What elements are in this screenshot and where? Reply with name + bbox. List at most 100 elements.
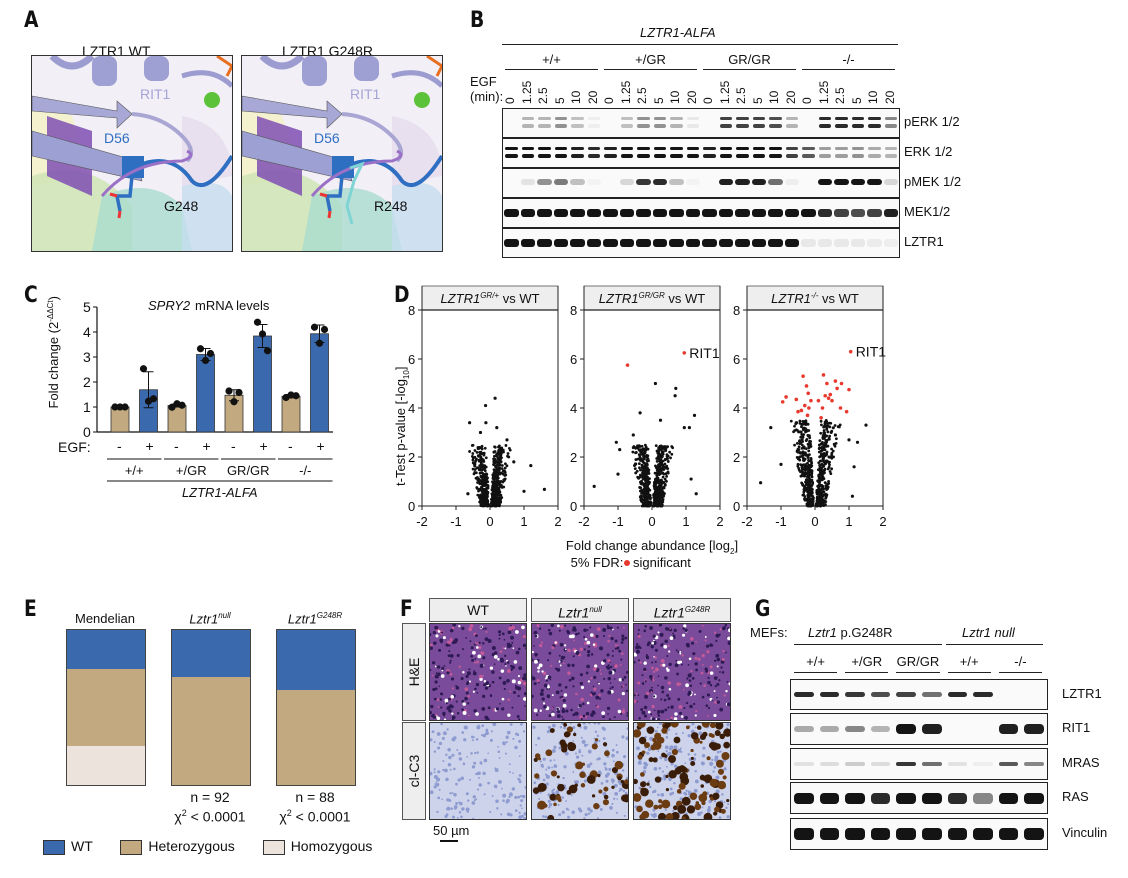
band [554,154,567,158]
cell [556,707,559,711]
cell [587,653,590,657]
band [637,124,650,128]
cell [667,644,670,647]
cell [654,656,657,659]
significant-point [794,397,799,402]
protein-point [484,487,488,491]
apoptotic-cell [702,791,708,797]
cell [586,650,591,654]
protein-point [639,494,643,498]
cell [511,787,516,791]
apoptotic-cell [678,782,686,790]
cell [684,762,687,765]
cell [620,641,624,644]
cell [482,656,486,660]
band [670,124,683,128]
apoptotic-cell [712,792,720,800]
band [587,179,602,185]
cell [524,786,526,789]
cell [654,660,657,663]
cell [518,774,522,777]
apoptotic-cell [677,804,687,814]
protein-point [479,497,483,501]
protein-point [652,496,656,499]
protein-point [823,443,827,447]
he-stain-image [531,623,629,721]
cell [607,664,610,667]
cell [680,747,682,750]
protein-point [807,459,810,462]
cell [533,630,538,635]
cell [556,668,561,672]
cell [537,670,540,673]
data-point [168,403,176,411]
protein-point [818,439,822,443]
cell [447,763,452,767]
protein-point [492,486,496,490]
cell [619,663,622,666]
cell [652,815,656,819]
cell [485,731,489,736]
protein-point [492,474,495,478]
protein-point [480,459,484,463]
cell [658,624,663,627]
cell [583,817,586,819]
egf-sign: + [203,438,211,454]
band [845,762,865,766]
data-point [196,345,205,353]
cell [713,659,717,663]
band [884,117,897,120]
cell [443,768,448,773]
apoptotic-cell [580,783,586,788]
cell [436,810,439,813]
protein-point [833,424,837,427]
protein-point [819,504,823,508]
cell [498,637,501,640]
facet-title-sup: -/- [811,291,819,300]
cell [606,706,611,711]
protein-point [828,463,831,467]
cell [459,801,463,806]
cell [654,667,659,672]
cell [473,643,476,646]
cell [652,670,656,673]
y-tick-label: 5 [83,299,91,315]
apoptotic-cell [645,799,654,808]
cell [430,633,432,636]
cell [715,639,718,642]
protein-point [665,474,669,478]
egf-min-label: (min): [470,89,504,104]
cell [643,765,647,770]
cell [709,761,714,766]
cell [500,813,503,816]
protein-point [811,497,815,501]
significant-point [826,396,831,400]
cell [602,715,605,719]
egf-label: EGF: [58,439,91,455]
protein-point [653,492,657,496]
protein-point [497,468,501,472]
protein-point [803,465,807,469]
cell [445,777,449,782]
cell [651,666,654,670]
cell [556,710,560,714]
cell [711,699,714,702]
protein-point [476,493,480,497]
protein-point [820,466,824,470]
cell [475,634,478,638]
protein-point [646,457,650,461]
cell [431,661,436,665]
protein-point [492,499,496,503]
cell [623,675,627,679]
cell [548,651,552,655]
protein-point [492,457,496,461]
cell [651,641,655,645]
cell [572,739,575,742]
protein-point [830,467,834,471]
facet-title: LZTR1-/- vs WT [771,291,859,306]
cell [585,711,590,716]
cell [466,756,469,758]
apoptotic-cell [534,753,541,759]
cell [443,664,446,667]
protein-point [659,494,663,498]
